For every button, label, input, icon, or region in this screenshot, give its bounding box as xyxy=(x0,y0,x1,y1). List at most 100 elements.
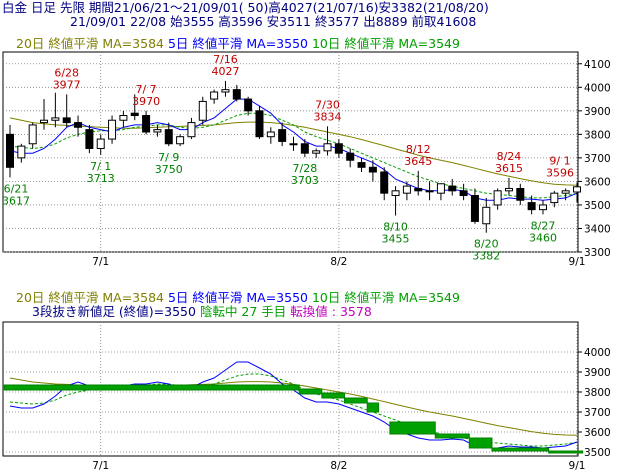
candle-body xyxy=(62,117,71,124)
candle-body xyxy=(470,195,479,222)
candle-body xyxy=(40,119,49,124)
candle-body xyxy=(380,171,389,194)
candle-body xyxy=(312,150,321,154)
candle-body xyxy=(402,185,411,194)
annotation-value: 3977 xyxy=(53,78,81,91)
annotation-date: 8/12 xyxy=(406,143,431,156)
candle-body xyxy=(436,183,445,194)
candle-body xyxy=(334,143,343,154)
candle-body xyxy=(391,190,400,197)
candle-body xyxy=(108,119,117,140)
new-price-bar xyxy=(491,447,550,452)
annotation-value: 3645 xyxy=(404,155,432,168)
lower-xtick-label: 9/1 xyxy=(569,460,586,472)
annotation-date: 7/ 7 xyxy=(135,83,156,96)
annotation-value: 3713 xyxy=(87,172,115,185)
candle-body xyxy=(516,187,525,201)
annotation-value: 4027 xyxy=(211,65,239,78)
annotation-date: 9/ 1 xyxy=(549,154,570,167)
upper-ytick-label: 3700 xyxy=(584,153,611,165)
annotation-value: 3834 xyxy=(314,110,342,123)
candle-body xyxy=(561,190,570,194)
annotation-value: 3750 xyxy=(155,163,183,176)
lower-info: 3段抜き新値足 (終値)=3550 陰転中 27 手目 転換値 : 3578 xyxy=(32,305,372,319)
candle-body xyxy=(85,129,94,149)
upper-xtick-label: 8/2 xyxy=(330,256,347,268)
annotation-date: 7/30 xyxy=(315,98,340,111)
candle-body xyxy=(51,117,60,121)
upper-legend: 20日 終値平滑 MA=3584 5日 終値平滑 MA=3550 10日 終値平… xyxy=(16,37,460,51)
annotation-date: 7/ 1 xyxy=(90,160,111,173)
candle-body xyxy=(289,143,298,146)
candle-body xyxy=(28,124,37,145)
annotation-value: 3382 xyxy=(472,250,500,263)
reversal-label: 転換値 : 3578 xyxy=(290,304,372,319)
candle-body xyxy=(459,190,468,197)
lower-xtick-label: 7/1 xyxy=(92,460,109,472)
candle-body xyxy=(119,115,128,121)
candle-body xyxy=(550,192,559,204)
candle-body xyxy=(300,143,309,154)
legend-ma10: 10日 終値平滑 MA=3549 xyxy=(311,36,460,51)
new-price-bar xyxy=(468,437,493,449)
lower-ytick-label: 3900 xyxy=(584,367,611,379)
new-price-bar xyxy=(298,388,323,395)
upper-ytick-label: 3900 xyxy=(584,106,611,118)
annotation-date: 7/ 9 xyxy=(158,151,179,164)
new-price-bar xyxy=(548,450,584,454)
candle-body xyxy=(232,89,241,100)
legend-ma5: 5日 終値平滑 MA=3550 xyxy=(167,36,308,51)
legend-ma20: 20日 終値平滑 MA=3584 xyxy=(16,36,164,51)
candle-body xyxy=(482,206,491,225)
new-price-bar xyxy=(389,421,436,435)
lower-legend: 20日 終値平滑 MA=3584 5日 終値平滑 MA=3550 10日 終値平… xyxy=(16,291,460,305)
candle-body xyxy=(255,110,264,138)
candle-body xyxy=(164,129,173,145)
upper-ytick-label: 4100 xyxy=(584,59,611,71)
upper-ytick-label: 4000 xyxy=(584,82,611,94)
candle-body xyxy=(368,166,377,173)
annotation-date: 7/28 xyxy=(292,162,317,175)
candle-body xyxy=(96,138,105,149)
annotation-date: 8/24 xyxy=(497,150,522,163)
new-price-bar xyxy=(434,433,470,439)
upper-ytick-label: 3600 xyxy=(584,176,611,188)
upper-xtick-label: 9/1 xyxy=(569,256,586,268)
annotation-value: 3970 xyxy=(132,95,160,108)
lower-ytick-label: 3800 xyxy=(584,387,611,399)
annotation-date: 7/16 xyxy=(213,53,238,66)
new-price-bar xyxy=(366,402,380,413)
ma5-line xyxy=(9,98,578,201)
lower-ytick-label: 3700 xyxy=(584,407,611,419)
candle-body xyxy=(504,187,513,192)
annotation-value: 3617 xyxy=(2,194,30,207)
candle-body xyxy=(176,136,185,145)
upper-ytick-label: 3300 xyxy=(584,247,611,259)
candle-body xyxy=(210,91,219,100)
lower-legend-ma5: 5日 終値平滑 MA=3550 xyxy=(167,290,308,305)
chart-title: 白金 日足 先限 期間21/06/21～21/09/01( 50)高4027(2… xyxy=(2,0,489,15)
candle-body xyxy=(448,185,457,192)
upper-xtick-label: 7/1 xyxy=(92,256,109,268)
chart-subtitle: 21/09/01 22/08 始3555 高3596 安3511 終3577 出… xyxy=(70,14,477,29)
new-price-bar xyxy=(321,392,346,399)
annotation-date: 8/20 xyxy=(474,238,499,251)
candle-body xyxy=(414,187,423,192)
lower-legend-ma10: 10日 終値平滑 MA=3549 xyxy=(311,290,460,305)
method-label: 3段抜き新値足 (終値)=3550 xyxy=(32,304,196,319)
candle-body xyxy=(130,112,139,117)
upper-plot-frame xyxy=(2,51,579,253)
annotation-date: 6/28 xyxy=(54,66,79,79)
annotation-value: 3460 xyxy=(529,231,557,244)
upper-ytick-label: 3500 xyxy=(584,200,611,212)
upper-ytick-label: 3400 xyxy=(584,223,611,235)
lower-ytick-label: 4000 xyxy=(584,347,611,359)
candle-body xyxy=(244,98,253,112)
candle-body xyxy=(357,162,366,168)
candle-body xyxy=(187,122,196,138)
candle-body xyxy=(573,186,581,193)
annotation-value: 3596 xyxy=(546,166,574,179)
annotation-date: 8/10 xyxy=(383,221,408,234)
candle-body xyxy=(278,129,287,142)
